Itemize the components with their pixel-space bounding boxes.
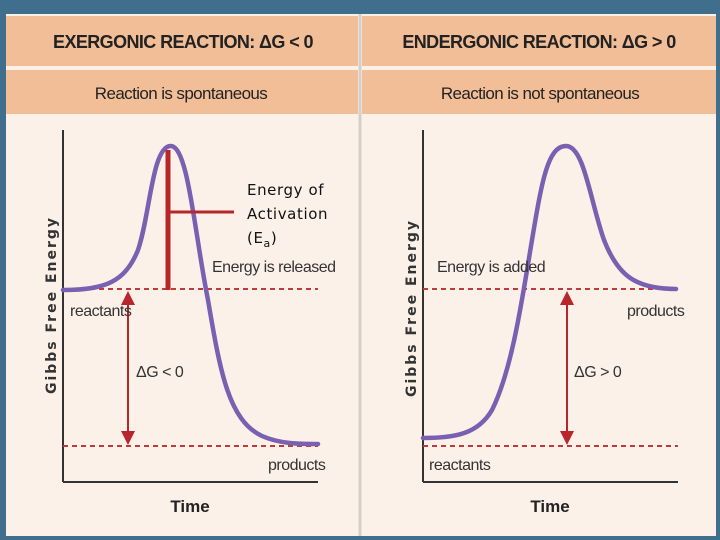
right-energy-label: Energy is added — [437, 259, 545, 276]
exergonic-graph: Energy of Activation (Ea) Energy is rele… — [44, 130, 336, 516]
endergonic-curve — [420, 143, 679, 441]
right-subheader: Reaction is not spontaneous — [441, 84, 639, 103]
activation-label-line2: Activation — [247, 205, 328, 223]
left-y-axis-label: Gibbs Free Energy — [44, 216, 60, 394]
endergonic-graph: Energy is added products ΔG > 0 reactant… — [404, 130, 685, 516]
right-header-cell — [362, 16, 716, 66]
left-subheader: Reaction is spontaneous — [95, 84, 267, 103]
right-x-axis-label: Time — [530, 497, 569, 516]
right-delta-label: ΔG > 0 — [574, 364, 622, 381]
left-x-axis-label: Time — [170, 497, 209, 516]
right-y-axis-label: Gibbs Free Energy — [404, 219, 420, 397]
exergonic-curve — [60, 143, 321, 447]
left-header-cell — [6, 16, 358, 66]
left-energy-label: Energy is released — [212, 259, 336, 276]
right-end-label: products — [627, 303, 685, 320]
right-subheader-cell — [362, 70, 716, 114]
right-header: ENDERGONIC REACTION: ΔG > 0 — [402, 32, 676, 52]
activation-label-line1: Energy of — [247, 181, 324, 199]
left-subheader-cell — [6, 70, 358, 114]
right-start-label: reactants — [429, 457, 491, 474]
left-start-label: reactants — [70, 303, 132, 320]
left-end-label: products — [268, 457, 326, 474]
left-delta-label: ΔG < 0 — [136, 364, 184, 381]
activation-label-line3: (Ea) — [247, 229, 277, 250]
left-header: EXERGONIC REACTION: ΔG < 0 — [53, 32, 313, 52]
